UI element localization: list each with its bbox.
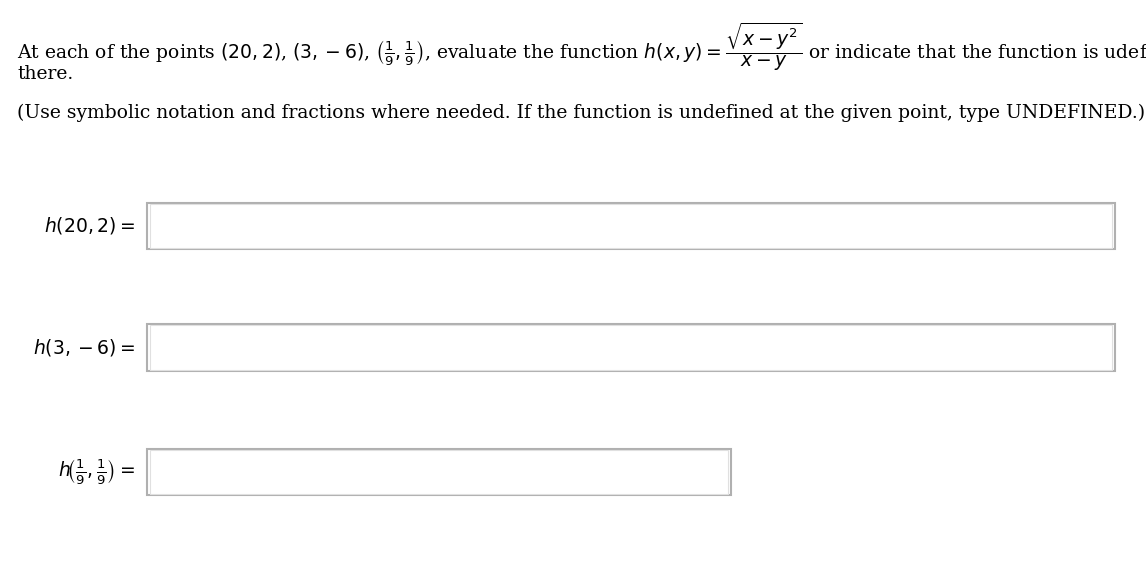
Text: $h\!\left(\frac{1}{9}, \frac{1}{9}\right) =$: $h\!\left(\frac{1}{9}, \frac{1}{9}\right…	[58, 457, 135, 486]
Text: $h(3, -6) =$: $h(3, -6) =$	[33, 337, 135, 358]
Text: (Use symbolic notation and fractions where needed. If the function is undefined : (Use symbolic notation and fractions whe…	[17, 104, 1145, 123]
FancyBboxPatch shape	[147, 449, 731, 495]
Text: At each of the points $(20, 2)$, $(3, -6)$, $\left(\frac{1}{9}, \frac{1}{9}\righ: At each of the points $(20, 2)$, $(3, -6…	[17, 20, 1146, 74]
FancyBboxPatch shape	[147, 324, 1115, 371]
FancyBboxPatch shape	[147, 203, 1115, 249]
FancyBboxPatch shape	[150, 204, 1112, 248]
Text: there.: there.	[17, 65, 73, 83]
FancyBboxPatch shape	[150, 450, 728, 494]
Text: $h(20, 2) =$: $h(20, 2) =$	[44, 215, 135, 236]
FancyBboxPatch shape	[150, 325, 1112, 370]
